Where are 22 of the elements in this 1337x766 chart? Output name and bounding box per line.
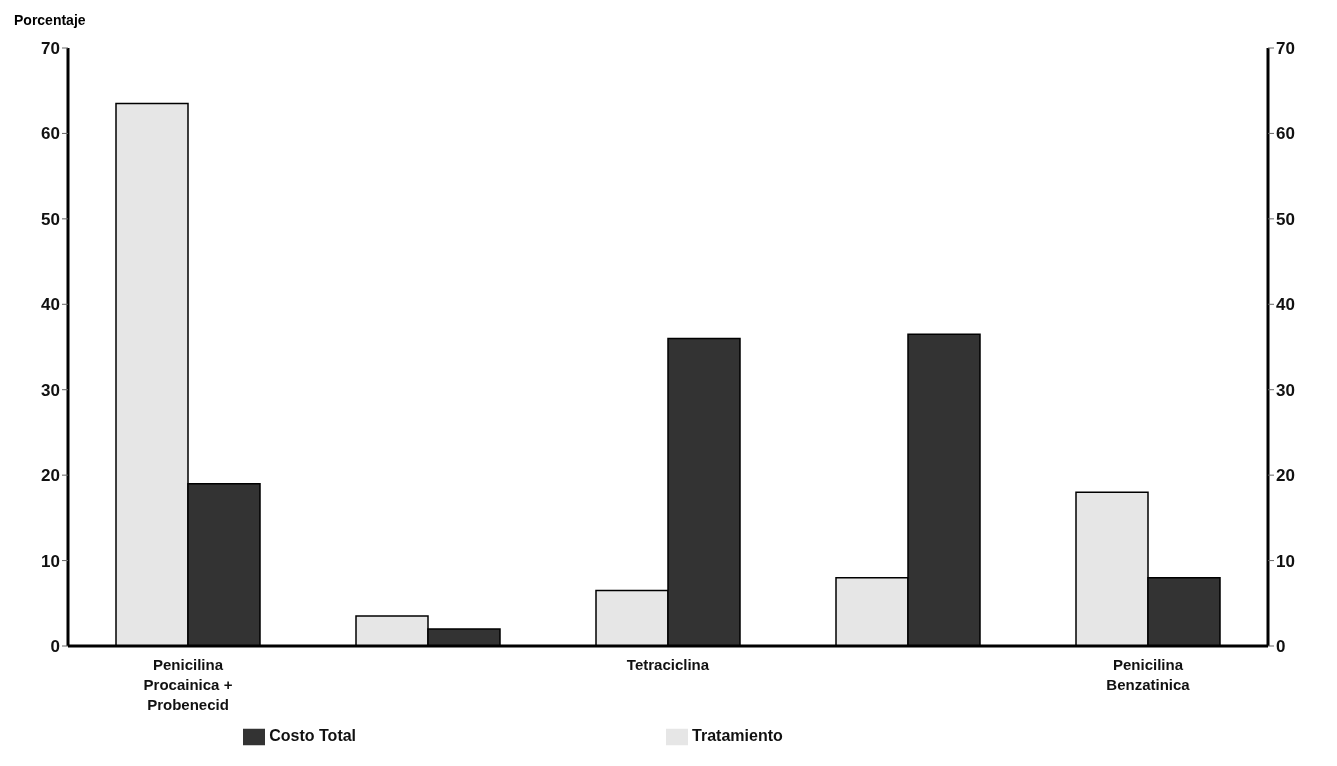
y-tick-label: 0 <box>50 637 60 657</box>
y-tick-label: 10 <box>41 551 60 571</box>
y-tick-label: 20 <box>41 466 60 486</box>
y2-tick-label: 30 <box>1276 380 1295 400</box>
y2-tick-label: 0 <box>1276 637 1286 657</box>
y-tick-label: 70 <box>41 39 60 59</box>
y-tick-label: 60 <box>41 124 60 144</box>
y2-tick-label: 60 <box>1276 124 1295 144</box>
legend-label: Costo Total <box>269 727 357 745</box>
y-axis-title: Porcentaje <box>14 12 86 28</box>
x-tick-label: Tetraciclina <box>626 656 710 673</box>
y-tick-label: 30 <box>41 380 60 400</box>
y2-tick-label: 50 <box>1276 209 1295 229</box>
y-tick-label: 40 <box>41 295 60 315</box>
y-tick-label: 50 <box>41 209 60 229</box>
y2-tick-label: 10 <box>1276 551 1295 571</box>
x-tick-label: Penicilina Procainica + Probenecid <box>143 656 233 713</box>
legend-label: Tratamiento <box>692 727 783 745</box>
x-tick-label: Penicilina Benzatinica <box>1106 656 1191 693</box>
y2-tick-label: 70 <box>1276 39 1295 59</box>
y2-tick-label: 40 <box>1276 295 1295 315</box>
y2-tick-label: 20 <box>1276 466 1295 486</box>
